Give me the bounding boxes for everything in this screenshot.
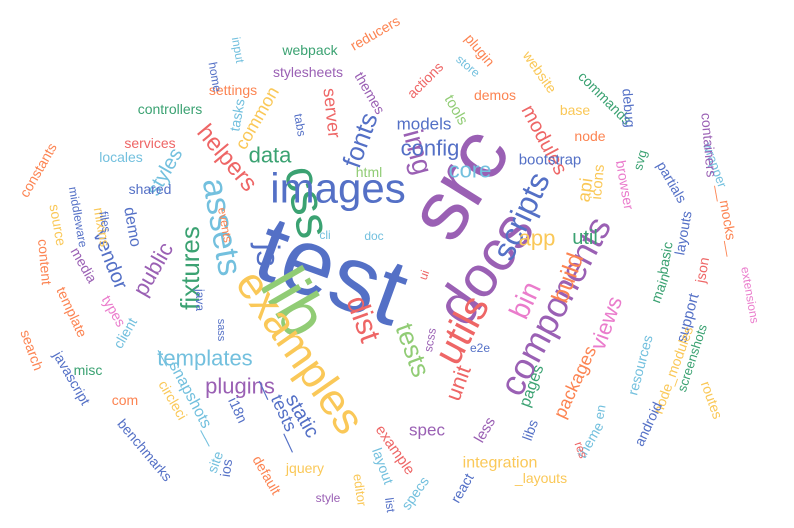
word-views: views <box>585 293 627 353</box>
word-partials: partials <box>654 158 690 205</box>
word-en: en <box>591 404 608 421</box>
word-demos: demos <box>474 87 516 103</box>
word-svg: svg <box>630 148 650 171</box>
word-libs: libs <box>519 417 541 442</box>
word-ios: ios <box>217 458 235 478</box>
word-events: events <box>215 206 235 243</box>
word-i18n: i18n <box>225 395 251 426</box>
word-util: util <box>572 227 598 249</box>
word-react: react <box>447 470 476 505</box>
word-fixtures: fixtures <box>175 226 205 310</box>
word-input: input <box>229 36 247 65</box>
word-images: images <box>270 165 405 212</box>
word-home: home <box>205 61 224 93</box>
word-tabs: tabs <box>291 113 309 138</box>
word-mixins: mixins <box>91 206 114 248</box>
word-config: config <box>401 136 460 161</box>
word-data: data <box>249 143 293 168</box>
word-editor: editor <box>350 473 369 508</box>
word-scss: scss <box>421 327 439 353</box>
word-search: search <box>17 328 46 373</box>
word-layouts: layouts <box>671 210 694 256</box>
word-integration: integration <box>463 455 538 472</box>
word-constants: constants <box>16 140 60 200</box>
word-server: server <box>319 87 344 139</box>
word-ui: ui <box>416 268 432 282</box>
word-spec: spec <box>409 421 445 440</box>
word-java: java <box>193 288 207 311</box>
word-res: res <box>572 440 591 460</box>
word-source: source <box>46 203 69 247</box>
word-basic: basic <box>654 241 675 276</box>
word-reducers: reducers <box>347 12 402 53</box>
word-tasks: tasks <box>226 98 247 133</box>
word-containers: containers <box>698 112 720 178</box>
word-list: list <box>382 497 398 514</box>
word-controllers: controllers <box>138 101 203 117</box>
word-html: html <box>356 164 382 180</box>
word-core: core <box>449 158 492 183</box>
word-routes: routes <box>698 379 726 421</box>
word-plugins: plugins <box>205 374 275 399</box>
word-files: files <box>96 210 113 233</box>
word-site: site <box>204 449 227 475</box>
word-android: android <box>631 399 665 448</box>
word-types: types <box>99 293 130 330</box>
word-bootstrap: bootstrap <box>519 152 582 169</box>
word-jquery: jquery <box>285 460 324 476</box>
word-default: default <box>250 453 285 497</box>
word-unit: unit <box>440 362 476 404</box>
word-settings: settings <box>209 82 257 98</box>
word-website: website <box>519 47 560 96</box>
word-layouts: _layouts <box>514 470 567 486</box>
word-benchmarks: benchmarks <box>114 416 175 485</box>
word-webpack: webpack <box>281 42 338 58</box>
word-debug: debug <box>619 88 638 128</box>
word-misc: misc <box>74 362 103 378</box>
word-stylesheets: stylesheets <box>273 64 343 80</box>
word-com: com <box>112 392 138 408</box>
word-js: js <box>250 242 286 266</box>
word-public: public <box>128 238 178 300</box>
word-template: template <box>53 284 90 340</box>
word-models: models <box>397 115 452 134</box>
word-mocks: __mocks__ <box>714 182 742 256</box>
word-app: app <box>519 226 556 251</box>
word-doc: doc <box>364 229 383 243</box>
word-shared: shared <box>129 181 172 197</box>
word-e2e: e2e <box>470 341 490 355</box>
word-node: node <box>574 128 605 144</box>
word-content: content <box>35 238 55 285</box>
word-sass: sass <box>215 319 227 342</box>
word-less: less <box>471 414 499 446</box>
word-actions: actions <box>404 59 447 102</box>
word-style: style <box>316 491 341 505</box>
word-cli: cli <box>319 228 330 242</box>
word-templates: templates <box>157 346 252 371</box>
word-demo: demo <box>120 206 144 248</box>
word-specs: specs <box>398 473 432 512</box>
word-api: api <box>573 177 596 204</box>
word-locales: locales <box>99 149 143 165</box>
word-services: services <box>124 135 175 151</box>
word-json: json <box>692 256 712 285</box>
word-resources: resources <box>624 333 655 397</box>
word-icons: icons <box>588 164 608 200</box>
word-extensions: extensions <box>738 266 762 325</box>
word-base: base <box>560 102 591 118</box>
